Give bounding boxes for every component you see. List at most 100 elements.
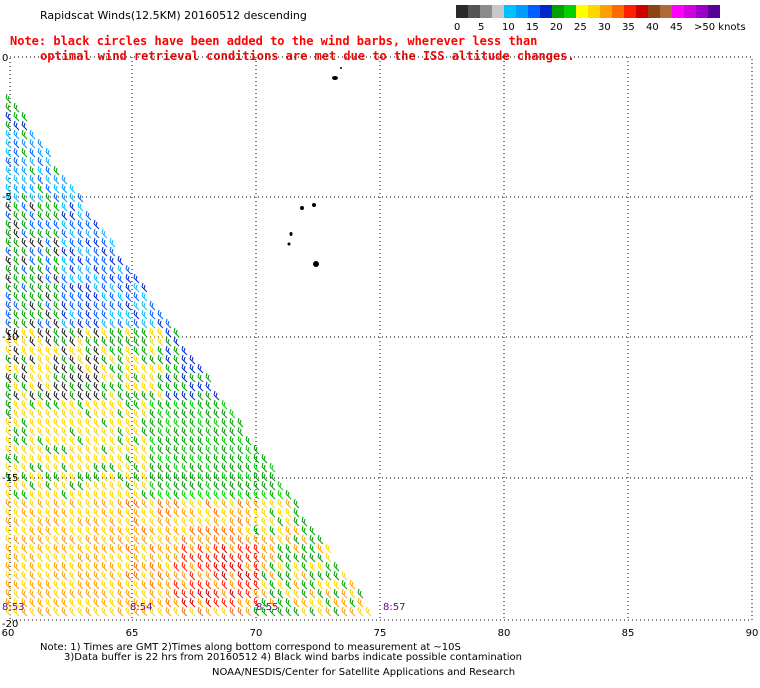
wind-barb [253,597,260,608]
wind-barb [37,201,44,212]
wind-barb [77,237,84,248]
wind-barb [173,471,180,482]
wind-barb [125,444,132,455]
wind-barb [173,399,180,410]
wind-barb [301,588,308,599]
wind-barb [149,552,156,563]
wind-barb [45,291,52,302]
wind-barb [125,543,132,554]
wind-barb [261,516,268,527]
wind-barb [261,453,268,464]
wind-barb [21,534,28,545]
wind-barb [85,273,92,284]
lon-tick-label: 85 [622,628,635,639]
wind-barb [165,327,172,338]
wind-barb [61,210,68,221]
wind-barb [173,417,180,428]
wind-barb [213,498,220,509]
wind-barb [77,552,84,563]
wind-barb [21,219,28,230]
wind-barb [5,336,12,347]
wind-barb [21,579,28,590]
wind-barb [5,462,12,473]
wind-barb [93,426,100,437]
wind-barb [5,210,12,221]
wind-barb [165,426,172,437]
wind-barb [309,606,316,617]
wind-barb [21,147,28,158]
wind-barb [37,372,44,383]
wind-barb [45,174,52,185]
wind-barb [173,345,180,356]
wind-barb [69,417,76,428]
wind-barb [37,462,44,473]
wind-barb [301,597,308,608]
wind-barb [173,435,180,446]
wind-barb [5,138,12,149]
wind-barb [181,372,188,383]
wind-barb [37,237,44,248]
wind-barb [37,525,44,536]
wind-barb [85,318,92,329]
wind-barb [253,561,260,572]
wind-barb [37,318,44,329]
wind-barb [37,183,44,194]
wind-barb [69,219,76,230]
wind-barb [133,345,140,356]
wind-barb [157,444,164,455]
wind-barb [13,507,20,518]
wind-barb [229,534,236,545]
wind-barb [117,381,124,392]
wind-barb [109,372,116,383]
island-markers [287,67,342,267]
wind-barb [29,525,36,536]
wind-barb [85,336,92,347]
wind-barb [53,534,60,545]
wind-barb [157,543,164,554]
wind-barb [133,381,140,392]
wind-barb [101,336,108,347]
wind-barb [93,570,100,581]
wind-barb [261,507,268,518]
wind-barb [109,237,116,248]
wind-barb [269,543,276,554]
wind-barb [29,156,36,167]
wind-barb [189,597,196,608]
wind-barb [85,534,92,545]
wind-barb [109,336,116,347]
wind-barb [77,597,84,608]
wind-barb [213,516,220,527]
wind-barb [13,444,20,455]
wind-barb [293,588,300,599]
wind-barb [189,462,196,473]
wind-barb [181,507,188,518]
wind-barb [101,498,108,509]
wind-barb [85,237,92,248]
wind-barb [237,552,244,563]
wind-barb [5,318,12,329]
wind-barb [277,570,284,581]
island-marker [313,261,319,267]
wind-barb [325,606,332,617]
wind-barb [141,336,148,347]
wind-barb [37,327,44,338]
wind-barb [5,345,12,356]
wind-barb [61,372,68,383]
wind-barb [117,516,124,527]
wind-barb [245,552,252,563]
wind-barb [101,570,108,581]
wind-barb [197,498,204,509]
wind-barb [165,579,172,590]
wind-barb [189,381,196,392]
wind-barb [133,471,140,482]
warning-note-line-1: Note: black circles have been added to t… [10,34,538,48]
wind-barb [189,516,196,527]
wind-barb [117,336,124,347]
wind-barb [45,354,52,365]
legend-color-swatch [516,5,528,18]
wind-barb [197,525,204,536]
wind-barb [149,480,156,491]
wind-barb [165,444,172,455]
wind-barb [21,264,28,275]
